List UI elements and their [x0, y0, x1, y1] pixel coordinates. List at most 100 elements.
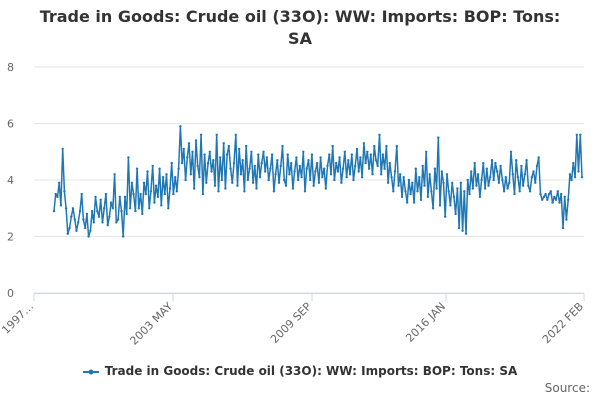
- y-tick-label: 0: [7, 287, 14, 300]
- data-point: [527, 184, 530, 187]
- data-point: [430, 190, 433, 193]
- data-point: [515, 159, 518, 162]
- data-point: [390, 176, 393, 179]
- data-point: [132, 192, 135, 196]
- data-point: [234, 133, 237, 136]
- data-point: [544, 192, 547, 196]
- data-point: [501, 178, 504, 182]
- data-point: [399, 173, 402, 176]
- legend-label: Trade in Goods: Crude oil (33O): WW: Imp…: [104, 364, 518, 378]
- data-point: [329, 173, 333, 176]
- data-point: [378, 133, 381, 136]
- data-point: [217, 190, 220, 193]
- credits-source[interactable]: Source:: [544, 381, 590, 395]
- data-point: [99, 198, 102, 201]
- data-point: [440, 170, 443, 173]
- data-point: [123, 195, 127, 199]
- data-point: [523, 173, 527, 176]
- data-point: [421, 164, 424, 168]
- data-point: [64, 207, 68, 210]
- data-point: [177, 167, 180, 170]
- data-point: [397, 184, 400, 187]
- data-point: [511, 173, 514, 176]
- data-point: [554, 198, 558, 201]
- data-point: [447, 190, 450, 193]
- data-point: [380, 173, 383, 176]
- data-point: [175, 190, 179, 193]
- data-point: [457, 226, 461, 230]
- data-point: [423, 184, 426, 187]
- data-point: [116, 218, 120, 221]
- data-point: [220, 178, 224, 182]
- data-point: [364, 161, 367, 165]
- data-point: [348, 173, 352, 176]
- data-point: [241, 159, 244, 162]
- data-point: [115, 221, 118, 224]
- data-point: [392, 190, 395, 193]
- data-point: [341, 167, 345, 170]
- y-tick-label: 2: [7, 231, 14, 244]
- data-point: [161, 176, 165, 179]
- data-point: [158, 167, 161, 170]
- data-point: [283, 178, 286, 182]
- data-point: [302, 150, 305, 153]
- data-point: [279, 164, 282, 168]
- data-point: [54, 192, 57, 196]
- data-point: [366, 150, 369, 153]
- data-point: [340, 181, 343, 184]
- data-point: [461, 229, 464, 232]
- data-point: [295, 156, 298, 159]
- data-point: [80, 192, 83, 196]
- data-point: [412, 201, 416, 204]
- data-point: [494, 161, 497, 165]
- data-point: [303, 190, 307, 193]
- data-point: [265, 156, 269, 159]
- data-point: [444, 215, 447, 218]
- data-point: [300, 176, 303, 179]
- data-point: [534, 181, 537, 184]
- series-layer[interactable]: [52, 125, 584, 238]
- data-point: [371, 173, 374, 176]
- data-point: [309, 178, 312, 182]
- data-point: [257, 153, 260, 156]
- data-point: [148, 207, 151, 210]
- data-point: [428, 173, 431, 176]
- data-point: [558, 201, 561, 204]
- x-tick-label: 1997…: [0, 300, 36, 337]
- x-tick-label: 2003 MAY: [127, 300, 175, 348]
- data-point: [227, 144, 230, 148]
- data-point: [269, 167, 272, 170]
- data-point: [504, 176, 507, 179]
- data-point: [535, 164, 539, 168]
- data-point: [409, 192, 412, 196]
- data-point: [360, 176, 364, 179]
- data-point: [561, 226, 565, 230]
- data-point: [270, 153, 274, 156]
- data-point: [187, 142, 191, 145]
- data-point: [483, 187, 487, 190]
- data-point: [580, 176, 584, 179]
- data-point: [359, 156, 362, 159]
- legend[interactable]: Trade in Goods: Crude oil (33O): WW: Imp…: [0, 364, 600, 378]
- data-point: [369, 153, 372, 156]
- data-point: [248, 167, 251, 170]
- data-point: [480, 178, 483, 182]
- data-point: [376, 164, 379, 168]
- data-point: [482, 161, 485, 165]
- data-point: [502, 190, 506, 193]
- data-point: [225, 153, 229, 156]
- data-point: [419, 198, 423, 201]
- data-point: [277, 181, 281, 184]
- data-point: [85, 212, 89, 216]
- data-point: [335, 161, 338, 165]
- data-point: [537, 156, 540, 159]
- data-point: [224, 187, 227, 190]
- data-point: [451, 181, 454, 184]
- data-point: [239, 173, 243, 176]
- data-point: [276, 159, 279, 162]
- data-point: [75, 229, 78, 232]
- data-point: [383, 167, 386, 170]
- data-point: [172, 192, 175, 196]
- data-point: [89, 229, 92, 232]
- data-point: [122, 235, 125, 238]
